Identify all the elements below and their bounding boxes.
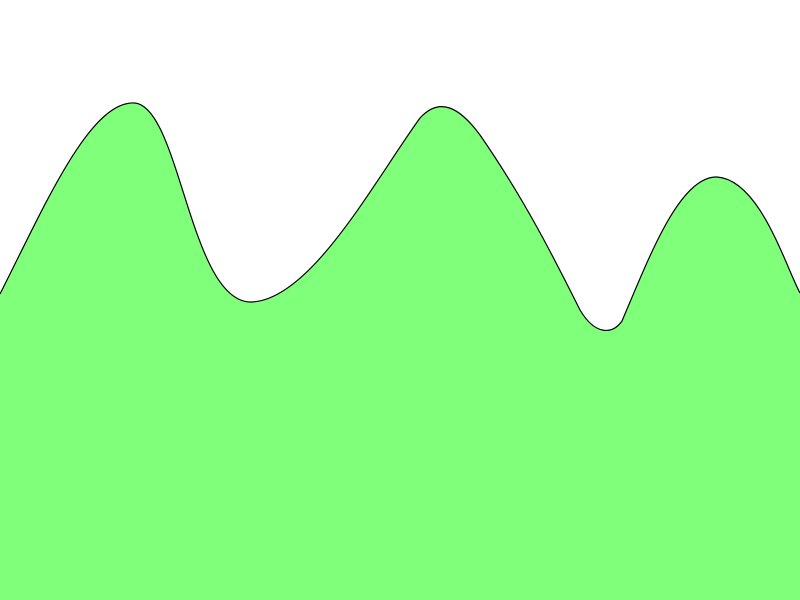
hills-outline: [0, 102, 800, 331]
green-hills-shape: [0, 102, 800, 600]
